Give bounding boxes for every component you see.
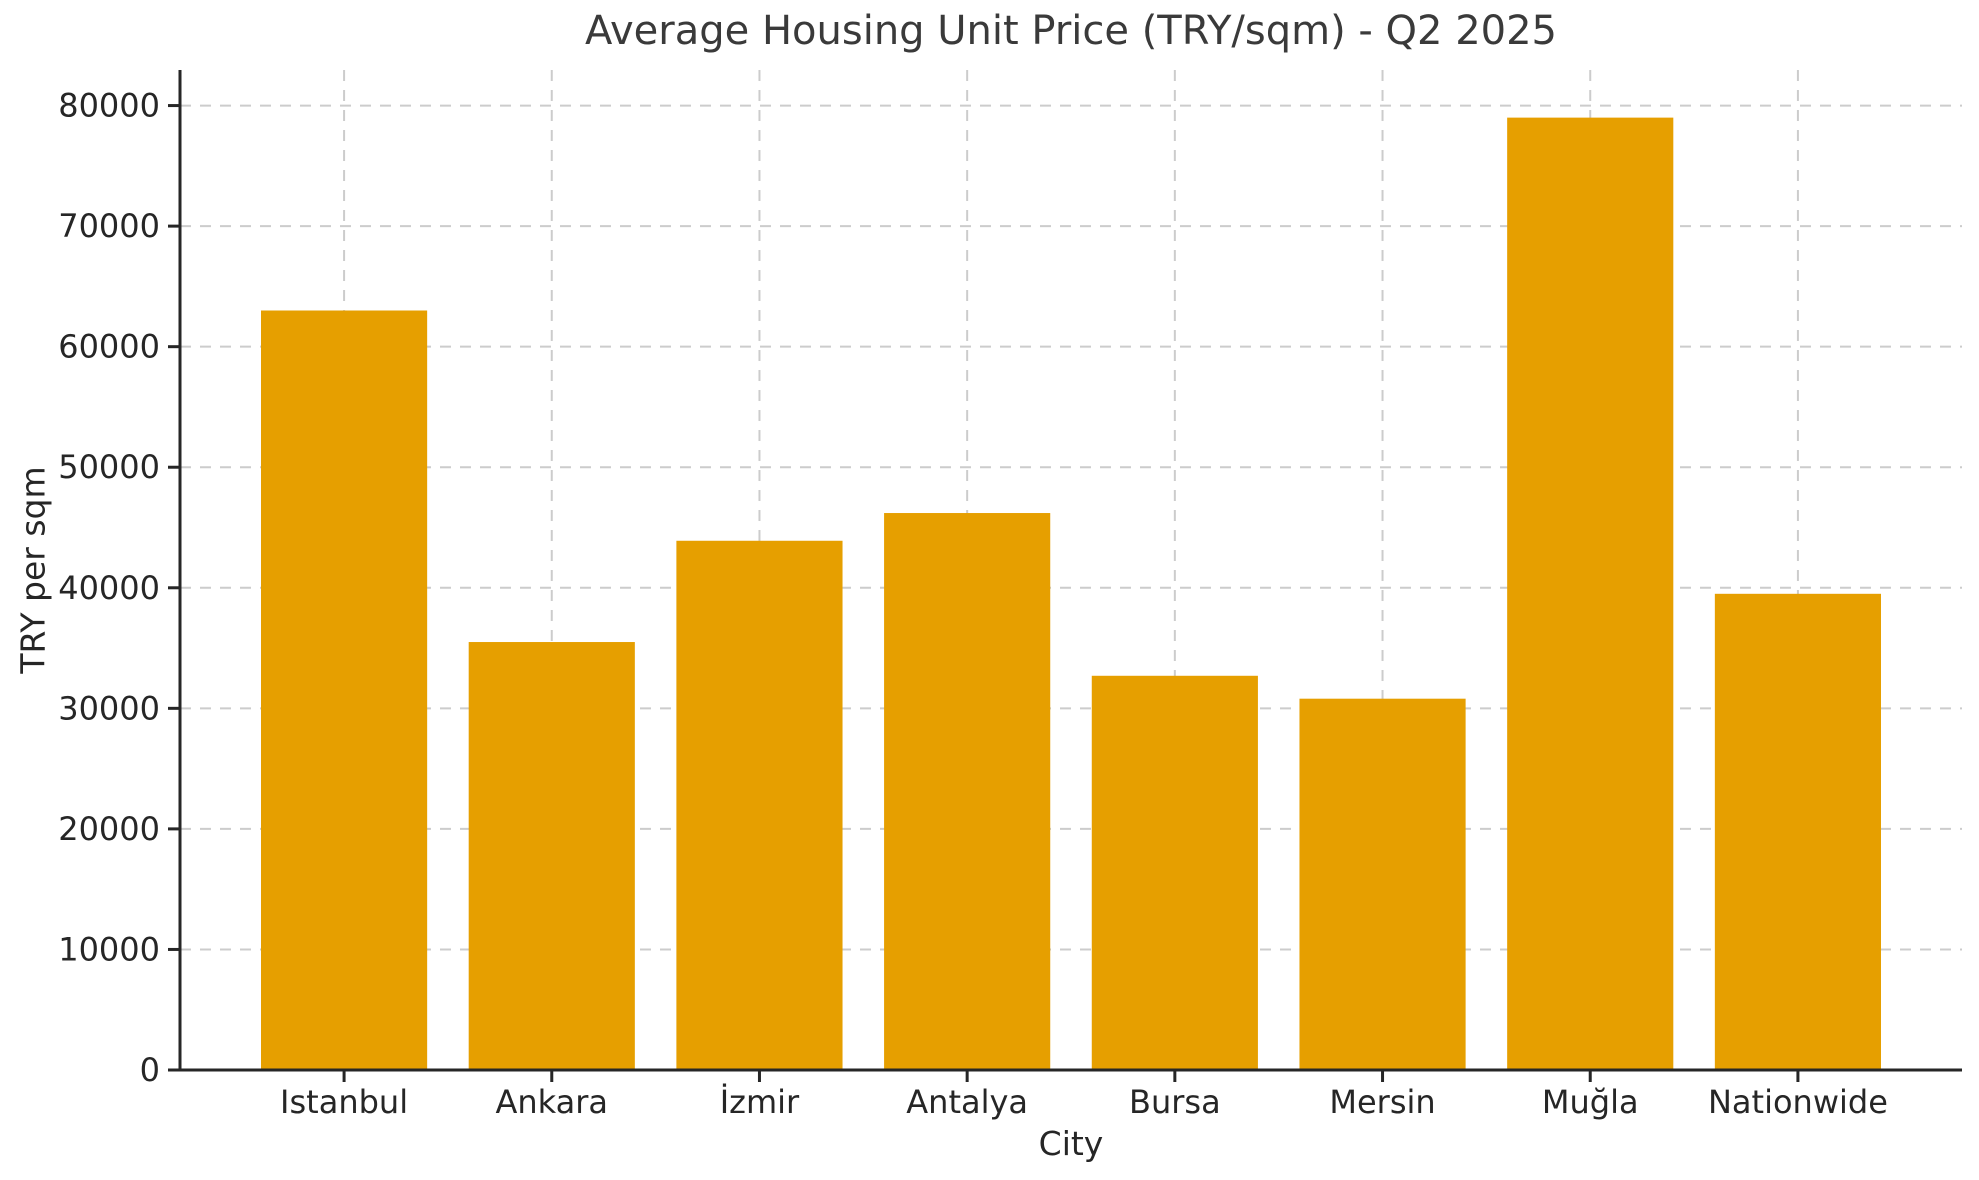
y-tick-label: 30000 [58,689,160,727]
y-tick-label: 60000 [58,328,160,366]
y-tick-label: 10000 [58,930,160,968]
x-tick-label: Mersin [1329,1083,1435,1121]
x-tick-label: Muğla [1542,1083,1639,1121]
bar [1507,117,1674,1071]
bar [1714,593,1881,1070]
y-tick-label: 40000 [58,569,160,607]
x-tick-label: Ankara [496,1083,609,1121]
x-tick-label: Istanbul [280,1083,408,1121]
x-tick-label: İzmir [720,1083,800,1121]
bar [884,513,1051,1070]
x-tick-label: Bursa [1129,1083,1221,1121]
bar [1091,675,1258,1070]
y-tick-label: 80000 [58,87,160,125]
x-axis-label: City [1038,1124,1104,1163]
y-tick-label: 70000 [58,207,160,245]
y-tick-label: 20000 [58,810,160,848]
bar [468,642,635,1070]
bar [676,540,843,1070]
chart-title: Average Housing Unit Price (TRY/sqm) - Q… [584,8,1557,54]
x-tick-label: Antalya [906,1083,1028,1121]
bar [261,310,428,1070]
y-tick-label: 50000 [58,448,160,486]
y-tick-label: 0 [140,1051,160,1089]
bar [1299,698,1466,1070]
x-tick-label: Nationwide [1708,1083,1888,1121]
